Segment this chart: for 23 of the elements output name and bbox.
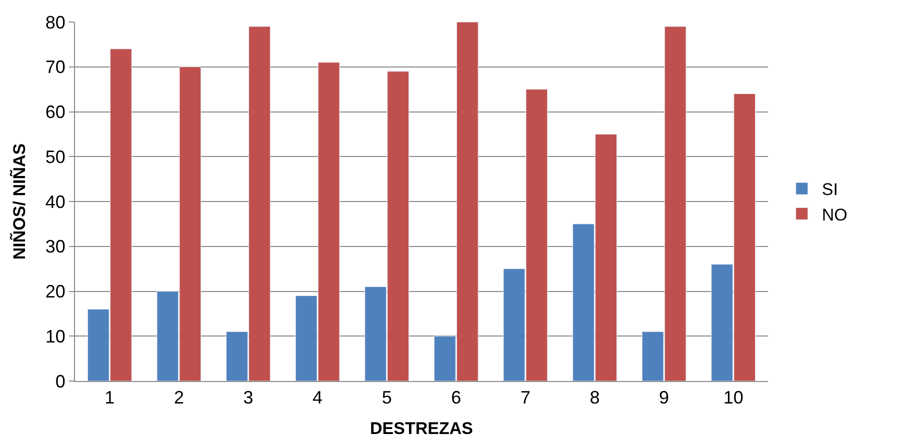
y-tick-label: 60	[45, 102, 66, 122]
legend-label: NO	[822, 205, 848, 224]
x-tick-label: 6	[451, 388, 462, 408]
x-tick-label: 7	[520, 388, 530, 408]
y-tick-label: 20	[45, 282, 66, 302]
y-tick-label: 30	[45, 236, 66, 257]
y-axis-title: NIÑOS/ NIÑAS	[8, 143, 29, 260]
x-tick-label: 2	[174, 388, 184, 408]
legend-label: SI	[822, 180, 838, 200]
y-tick-label: 50	[45, 146, 66, 167]
x-tick-label: 1	[104, 388, 115, 408]
x-tick-label: 4	[312, 388, 323, 408]
y-tick-label: 80	[45, 12, 66, 32]
y-tick-label: 10	[45, 326, 66, 346]
x-tick-label: 8	[590, 388, 600, 408]
x-tick-label: 10	[723, 388, 744, 408]
y-tick-label: 70	[45, 57, 66, 78]
y-tick-label: 0	[55, 371, 66, 392]
x-axis-title: DESTREZAS	[370, 419, 473, 438]
x-tick-label: 9	[659, 388, 670, 408]
x-tick-label: 3	[243, 388, 254, 408]
y-tick-label: 40	[45, 192, 66, 212]
x-tick-label: 5	[382, 388, 392, 408]
